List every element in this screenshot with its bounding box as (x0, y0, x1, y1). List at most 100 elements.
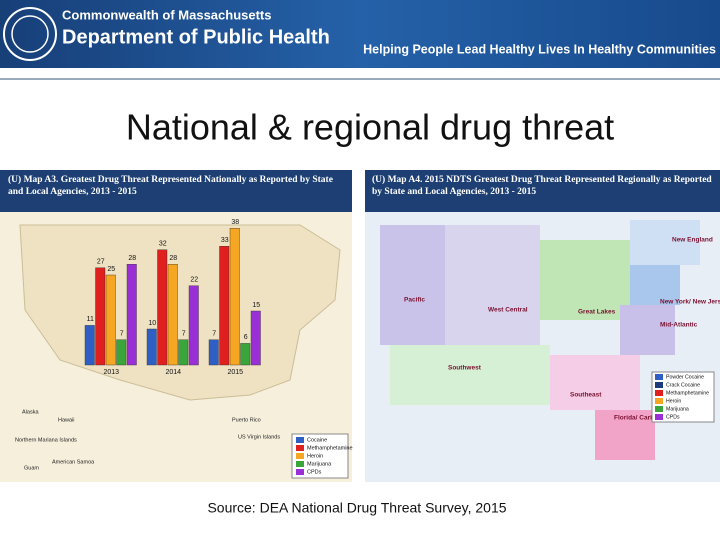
legend-label: Methamphetamine (666, 390, 709, 396)
legend-swatch (655, 414, 663, 420)
region-labels: Pacific West Central Great Lakes New Englan… (404, 237, 720, 422)
region-label: Mid-Atlantic (660, 322, 698, 329)
year-label: 2013 (103, 369, 119, 376)
legend-label: Crack Cocaine (666, 382, 700, 388)
legend-label: Marijuana (666, 406, 689, 412)
seal (3, 7, 57, 61)
bar (126, 264, 137, 366)
bar (157, 249, 168, 366)
legend-swatch (655, 382, 663, 388)
regional-map-titlebar (365, 170, 720, 212)
region-southwest (390, 345, 550, 405)
region-label: Florida/ Caribbean (614, 415, 671, 422)
inset-label: Guam (24, 465, 39, 471)
year-label: 2015 (227, 369, 243, 376)
inset-label: Alaska (22, 409, 39, 415)
region-label: Great Lakes (578, 309, 616, 316)
bar (240, 343, 251, 366)
legend-swatch (296, 445, 304, 451)
bar-value: 7 (212, 331, 216, 338)
seal-inner (11, 15, 49, 53)
region-ny-nj (630, 265, 680, 305)
regional-map-title-box: (U) Map A4. 2015 NDTS Greatest Drug Thre… (372, 175, 712, 197)
source-note: Source: DEA National Drug Threat Survey,… (207, 500, 506, 516)
region-great-lakes (540, 240, 630, 320)
bar (116, 339, 127, 366)
year-label: 2014 (165, 369, 181, 376)
national-map-title: (U) Map A3. Greatest Drug Threat Represe… (8, 175, 333, 197)
bar (219, 245, 230, 366)
legend-swatch (296, 469, 304, 475)
bar-value: 15 (252, 302, 260, 309)
bar-value: 28 (128, 255, 136, 262)
region-pacific (380, 225, 445, 345)
slide-title: National & regional drug threat (126, 107, 614, 148)
bar (229, 227, 240, 366)
legend-swatch (296, 453, 304, 459)
region-label: Southwest (448, 365, 482, 372)
bar (208, 339, 219, 366)
legend-swatch (296, 461, 304, 467)
region-new-england (630, 220, 700, 265)
bar (84, 325, 95, 366)
bar-value: 7 (182, 331, 186, 338)
region-mid-atlantic (620, 305, 675, 355)
bar (95, 267, 106, 366)
region-label: Pacific (404, 297, 425, 304)
legend-label: Marijuana (307, 461, 332, 467)
national-map-title-box: (U) Map A3. Greatest Drug Threat Represe… (8, 175, 333, 197)
inset-label: American Samoa (52, 459, 95, 465)
inset-label: Puerto Rico (232, 417, 261, 423)
region-label: New England (672, 237, 713, 244)
bar (250, 310, 261, 366)
bar (167, 264, 178, 366)
legend-swatch (655, 374, 663, 380)
bar-value: 27 (97, 259, 105, 266)
legend-label: Heroin (666, 398, 681, 404)
national-legend: Cocaine Methamphetamine Heroin Marijuana CPD… (296, 437, 353, 475)
bar (188, 285, 199, 366)
inset-label: Hawaii (58, 417, 75, 423)
region-label: New York/ New Jersey (660, 299, 720, 306)
legend-label: Powder Cocaine (666, 374, 704, 380)
bar-value: 28 (169, 255, 177, 262)
region-label: West Central (488, 307, 528, 314)
bar-value: 25 (107, 266, 115, 273)
region-southeast (550, 355, 640, 410)
legend-label: Methamphetamine (307, 445, 353, 451)
national-map-titlebar (0, 170, 352, 212)
legend-swatch (655, 398, 663, 404)
bar (105, 274, 116, 366)
bar-value: 11 (87, 316, 94, 323)
header-rule (0, 78, 720, 80)
region-label: Southeast (570, 392, 602, 399)
regional-legend-box (651, 371, 715, 423)
legend-swatch (296, 437, 304, 443)
bar-value: 7 (120, 331, 124, 338)
inset-label: Northern Mariana Islands (15, 437, 77, 443)
header-gap (0, 68, 720, 78)
regional-map-title: (U) Map A4. 2015 NDTS Greatest Drug Thre… (372, 175, 712, 197)
department-name: Department of Public Health (62, 26, 330, 48)
org-name: Commonwealth of Massachusetts (62, 7, 272, 22)
legend-swatch (655, 406, 663, 412)
regional-legend: Powder Cocaine Crack Cocaine Methamphetami… (655, 374, 709, 420)
legend-label: CPDs (666, 414, 680, 420)
bar-value: 32 (159, 241, 167, 248)
bar (146, 328, 157, 366)
bar-value: 22 (190, 277, 198, 284)
legend-label: Heroin (307, 453, 323, 459)
region-west-central (445, 225, 540, 345)
inset-label: US Virgin Islands (238, 434, 280, 440)
national-insets: Alaska Hawaii Puerto Rico US Virgin Islands… (15, 409, 280, 471)
legend-label: Cocaine (307, 437, 327, 443)
tagline: Helping People Lead Healthy Lives In Hea… (363, 42, 716, 56)
legend-label: CPDs (307, 469, 322, 475)
region-florida (595, 410, 655, 460)
bar-value: 38 (231, 219, 239, 226)
header-banner (0, 0, 720, 68)
bar-value: 10 (148, 320, 156, 327)
bar-value: 33 (221, 237, 229, 244)
